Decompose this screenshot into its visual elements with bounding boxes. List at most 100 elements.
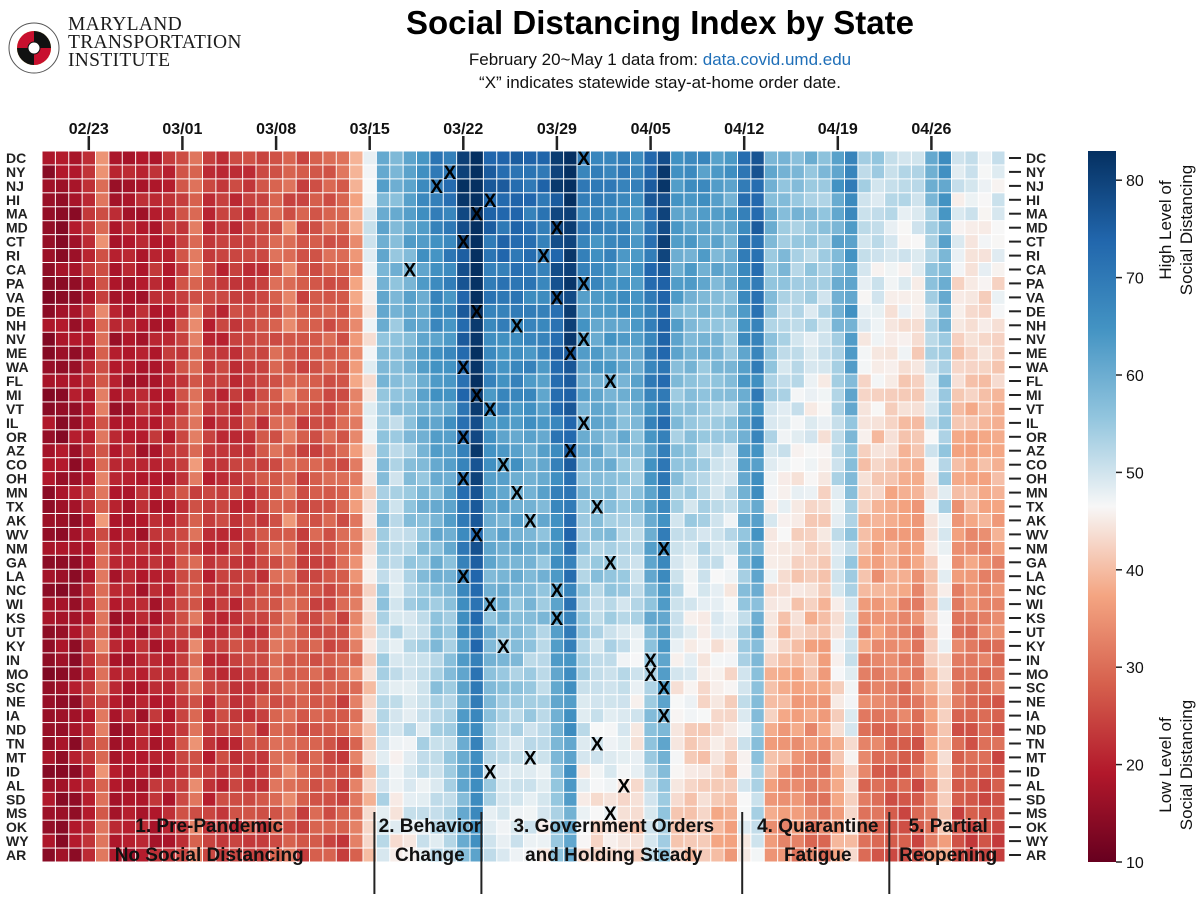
heatmap-cell	[443, 151, 457, 165]
heatmap-cell	[96, 374, 109, 388]
heatmap-cell	[711, 597, 724, 611]
heatmap-cell	[590, 681, 604, 695]
heatmap-cell	[243, 764, 256, 778]
heatmap-cell	[443, 193, 457, 207]
heatmap-cell	[216, 486, 229, 500]
heatmap-cell	[590, 625, 604, 639]
heatmap-cell	[256, 416, 269, 430]
heatmap-cell	[697, 778, 711, 792]
heatmap-cell	[778, 221, 791, 235]
stay-at-home-marker: X	[551, 288, 564, 309]
heatmap-cell	[898, 583, 911, 597]
heatmap-cell	[149, 583, 162, 597]
state-label-left: HI	[6, 192, 20, 208]
heatmap-cell	[162, 221, 176, 235]
heatmap-cell	[443, 290, 457, 304]
heatmap-cell	[764, 235, 778, 249]
heatmap-cell	[845, 820, 858, 834]
heatmap-cell	[243, 806, 256, 820]
heatmap-cell	[925, 360, 938, 374]
heatmap-cell	[711, 541, 724, 555]
heatmap-cell	[778, 193, 791, 207]
heatmap-cell	[55, 290, 69, 304]
heatmap-cell	[885, 764, 898, 778]
heatmap-cell	[269, 165, 283, 179]
data-source-link[interactable]: data.covid.umd.edu	[702, 50, 852, 69]
heatmap-cell	[738, 179, 751, 193]
heatmap-cell	[550, 583, 564, 597]
heatmap-cell	[697, 318, 711, 332]
heatmap-cell	[229, 653, 243, 667]
heatmap-cell	[417, 249, 430, 263]
heatmap-cell	[430, 737, 443, 750]
heatmap-cell	[671, 597, 684, 611]
heatmap-cell	[203, 639, 216, 653]
heatmap-cell	[631, 709, 644, 723]
heatmap-cell	[724, 402, 738, 416]
heatmap-cell	[363, 430, 376, 444]
heatmap-cell	[296, 750, 310, 764]
heatmap-cell	[310, 416, 323, 430]
heatmap-cell	[697, 555, 711, 569]
heatmap-cell	[711, 458, 724, 472]
heatmap-cell	[604, 360, 617, 374]
heatmap-cell	[189, 569, 203, 583]
heatmap-cell	[925, 597, 938, 611]
heatmap-cell	[952, 444, 965, 458]
heatmap-cell	[590, 276, 604, 290]
heatmap-cell	[952, 541, 965, 555]
heatmap-cell	[617, 304, 631, 318]
heatmap-cell	[430, 500, 443, 513]
heatmap-cell	[82, 806, 96, 820]
heatmap-cell	[149, 750, 162, 764]
heatmap-cell	[791, 346, 804, 360]
heatmap-cell	[845, 639, 858, 653]
heatmap-cell	[497, 500, 510, 513]
heatmap-cell	[457, 695, 470, 709]
heatmap-cell	[711, 583, 724, 597]
heatmap-cell	[162, 402, 176, 416]
heatmap-cell	[911, 444, 925, 458]
heatmap-cell	[550, 151, 564, 165]
colorbar-high-label: Social Distancing	[1177, 165, 1196, 295]
heatmap-cell	[711, 750, 724, 764]
heatmap-cell	[724, 625, 738, 639]
heatmap-cell	[109, 360, 122, 374]
heatmap-cell	[310, 360, 323, 374]
heatmap-cell	[965, 263, 978, 276]
heatmap-cell	[430, 653, 443, 667]
heatmap-cell	[871, 583, 885, 597]
heatmap-cell	[336, 834, 350, 848]
heatmap-cell	[176, 304, 189, 318]
heatmap-cell	[403, 402, 417, 416]
heatmap-cell	[764, 318, 778, 332]
state-label-left: IL	[6, 415, 19, 431]
heatmap-cell	[55, 472, 69, 486]
heatmap-cell	[778, 416, 791, 430]
heatmap-cell	[390, 346, 403, 360]
heatmap-cell	[978, 611, 992, 625]
heatmap-cell	[577, 179, 590, 193]
heatmap-cell	[470, 695, 483, 709]
heatmap-cell	[604, 221, 617, 235]
heatmap-cell	[350, 458, 363, 472]
heatmap-cell	[818, 709, 831, 723]
heatmap-cell	[791, 402, 804, 416]
heatmap-cell	[604, 639, 617, 653]
heatmap-cell	[457, 653, 470, 667]
heatmap-cell	[564, 597, 577, 611]
heatmap-cell	[524, 737, 537, 750]
heatmap-cell	[283, 848, 296, 862]
heatmap-cell	[149, 723, 162, 737]
heatmap-cell	[978, 304, 992, 318]
state-label-left: VT	[6, 401, 24, 417]
colorbar-tick-label: 40	[1126, 563, 1144, 580]
heatmap-cell	[443, 263, 457, 276]
heatmap-cell	[818, 430, 831, 444]
heatmap-cell	[82, 486, 96, 500]
heatmap-cell	[390, 723, 403, 737]
heatmap-cell	[510, 597, 524, 611]
heatmap-cell	[858, 374, 871, 388]
heatmap-cell	[965, 806, 978, 820]
heatmap-cell	[216, 304, 229, 318]
